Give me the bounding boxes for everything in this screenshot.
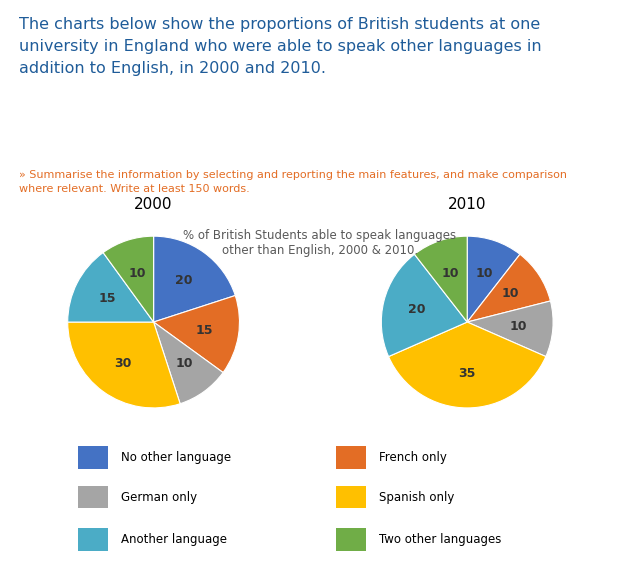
Text: 20: 20 bbox=[408, 303, 426, 316]
Text: 10: 10 bbox=[475, 267, 493, 280]
Text: 35: 35 bbox=[458, 367, 476, 380]
Bar bbox=[336, 528, 365, 551]
Text: 30: 30 bbox=[115, 357, 132, 370]
Bar bbox=[336, 486, 365, 508]
Text: 10: 10 bbox=[442, 267, 460, 280]
Wedge shape bbox=[68, 322, 180, 408]
Text: 10: 10 bbox=[510, 320, 527, 333]
Text: 15: 15 bbox=[196, 324, 213, 337]
Wedge shape bbox=[388, 322, 546, 408]
Text: German only: German only bbox=[121, 490, 197, 504]
Text: 15: 15 bbox=[99, 292, 116, 305]
Bar bbox=[336, 446, 365, 468]
Wedge shape bbox=[154, 236, 236, 322]
Wedge shape bbox=[154, 322, 223, 404]
Bar bbox=[78, 446, 108, 468]
Title: 2000: 2000 bbox=[134, 197, 173, 212]
Text: 10: 10 bbox=[502, 288, 519, 301]
Wedge shape bbox=[467, 301, 553, 357]
Bar bbox=[78, 486, 108, 508]
Text: French only: French only bbox=[379, 451, 447, 464]
Text: 10: 10 bbox=[129, 267, 147, 280]
Text: » Summarise the information by selecting and reporting the main features, and ma: » Summarise the information by selecting… bbox=[19, 170, 567, 193]
Bar bbox=[78, 528, 108, 551]
Text: No other language: No other language bbox=[121, 451, 231, 464]
Text: The charts below show the proportions of British students at one
university in E: The charts below show the proportions of… bbox=[19, 17, 542, 76]
Wedge shape bbox=[415, 236, 467, 322]
Wedge shape bbox=[381, 254, 467, 357]
Wedge shape bbox=[467, 254, 550, 322]
Text: Another language: Another language bbox=[121, 533, 227, 546]
Wedge shape bbox=[103, 236, 154, 322]
Wedge shape bbox=[68, 253, 154, 322]
Text: Two other languages: Two other languages bbox=[379, 533, 502, 546]
Title: 2010: 2010 bbox=[448, 197, 486, 212]
Wedge shape bbox=[154, 295, 239, 372]
Text: 20: 20 bbox=[175, 274, 193, 287]
Text: Spanish only: Spanish only bbox=[379, 490, 454, 504]
Wedge shape bbox=[467, 236, 520, 322]
Text: % of British Students able to speak languages
other than English, 2000 & 2010.: % of British Students able to speak lang… bbox=[184, 229, 456, 257]
Text: 10: 10 bbox=[175, 357, 193, 370]
